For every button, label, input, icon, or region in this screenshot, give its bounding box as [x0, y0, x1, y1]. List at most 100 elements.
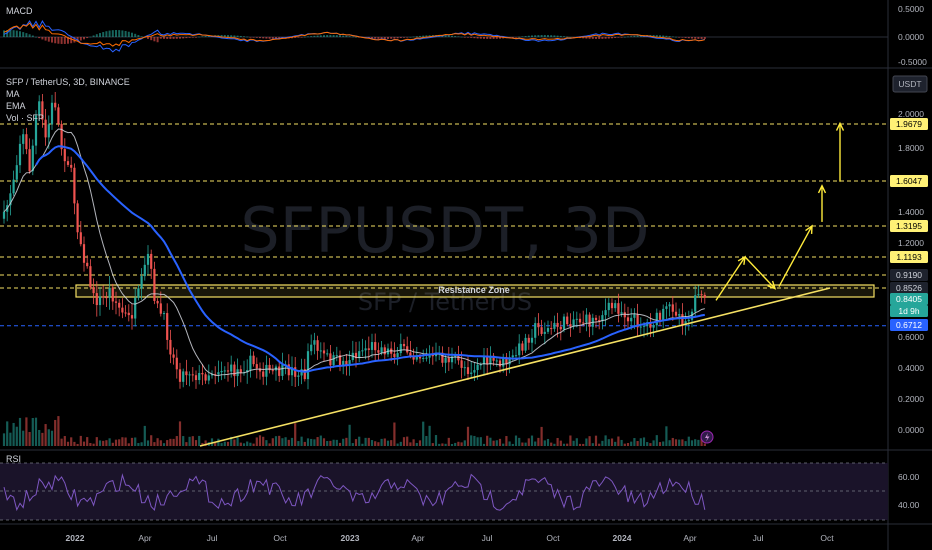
volume-bar	[665, 426, 668, 446]
volume-bar	[121, 437, 124, 446]
macd-histogram-bar	[383, 37, 386, 39]
volume-bar	[60, 438, 63, 446]
price-tag-text: 1d 9h	[898, 306, 920, 316]
macd-histogram-bar	[28, 34, 31, 37]
volume-bar	[486, 435, 489, 446]
candle-body	[102, 296, 105, 298]
macd-histogram-bar	[652, 35, 655, 37]
time-axis-label: Oct	[820, 533, 834, 543]
macd-histogram-bar	[591, 37, 594, 39]
price-axis-label: 0.4000	[898, 363, 924, 373]
macd-histogram-bar	[47, 37, 50, 42]
time-axis-label: Jul	[482, 533, 493, 543]
volume-bar	[258, 435, 262, 446]
candle-body	[361, 350, 364, 352]
macd-histogram-bar	[319, 35, 322, 37]
candle-body	[358, 351, 361, 359]
macd-histogram-bar	[188, 37, 191, 38]
macd-histogram-bar	[262, 37, 265, 39]
macd-histogram-bar	[79, 37, 82, 41]
volume-bar	[521, 442, 524, 446]
volume-bar	[50, 430, 54, 446]
candle-body	[22, 134, 25, 144]
macd-histogram-bar	[230, 35, 233, 37]
candle-body	[543, 331, 546, 334]
volume-bar	[246, 441, 249, 446]
candle-body	[262, 371, 265, 377]
price-tag-text: 0.9190	[896, 270, 922, 280]
candle-body	[550, 328, 553, 330]
volume-bar	[182, 436, 185, 446]
candle-body	[559, 326, 562, 330]
volume-bar	[284, 437, 287, 446]
macd-label[interactable]: MACD	[6, 6, 33, 16]
volume-bar	[82, 441, 86, 446]
macd-histogram-bar	[271, 37, 274, 39]
macd-histogram-bar	[479, 37, 482, 39]
macd-histogram-bar	[44, 37, 47, 41]
candle-body	[582, 322, 585, 324]
macd-histogram-bar	[54, 37, 57, 44]
candle-body	[662, 308, 665, 320]
candle-body	[588, 314, 591, 327]
candle-body	[15, 165, 18, 180]
price-tag-bg	[890, 269, 928, 281]
macd-histogram-bar	[585, 37, 588, 39]
candle-body	[562, 316, 566, 330]
macd-histogram-bar	[220, 35, 223, 37]
macd-histogram-bar	[307, 36, 309, 38]
candle-body	[575, 318, 578, 320]
volume-bar	[175, 436, 178, 446]
macd-histogram-bar	[428, 35, 431, 37]
ma-label[interactable]: MA	[6, 89, 20, 99]
volume-label[interactable]: Vol · SFP	[6, 113, 44, 123]
volume-bar	[447, 437, 450, 446]
volume-bar	[348, 424, 351, 446]
resistance-zone[interactable]: Resistance Zone	[75, 284, 875, 298]
candle-body	[348, 360, 351, 365]
macd-histogram-bar	[662, 35, 665, 37]
volume-bar	[444, 443, 447, 446]
price-tag-bg	[890, 305, 928, 317]
volume-bar	[508, 441, 511, 446]
candle-body	[524, 337, 527, 351]
candle-body	[207, 375, 210, 381]
volume-bar	[54, 419, 57, 446]
candle-body	[578, 318, 582, 323]
ema-label[interactable]: EMA	[6, 101, 26, 111]
macd-histogram-bar	[547, 35, 549, 37]
candle-body	[383, 347, 386, 355]
candle-body	[226, 370, 230, 372]
candle-body	[703, 294, 706, 298]
ema-line	[3, 128, 705, 377]
volume-bar	[636, 441, 639, 446]
candle-body	[639, 326, 642, 328]
candle-body	[290, 367, 294, 376]
volume-bar	[559, 440, 562, 446]
macd-histogram-bar	[233, 35, 236, 37]
macd-histogram-bar	[511, 37, 514, 38]
volume-bar	[694, 439, 697, 446]
time-axis-label: Apr	[411, 533, 424, 543]
volume-bar	[697, 439, 700, 446]
time-axis-label: Jul	[753, 533, 764, 543]
candle-body	[447, 357, 450, 363]
volume-bar	[287, 439, 290, 446]
macd-histogram-bar	[316, 35, 319, 37]
volume-bar	[399, 441, 402, 446]
volume-bar	[166, 440, 169, 446]
candle-body	[150, 253, 153, 269]
currency-badge[interactable]	[892, 75, 928, 93]
projection-arrow-5-head	[835, 121, 845, 131]
volume-bar	[294, 423, 297, 446]
macd-histogram-bar	[566, 36, 569, 38]
pair-label[interactable]: SFP / TetherUS, 3D, BINANCE	[6, 77, 130, 87]
candle-body	[470, 372, 473, 374]
trendline[interactable]	[199, 287, 831, 447]
volume-bar	[47, 429, 50, 446]
candle-body	[521, 343, 524, 351]
projection-arrows[interactable]	[715, 121, 845, 301]
rsi-label[interactable]: RSI	[6, 454, 21, 464]
candle-body	[185, 371, 188, 376]
